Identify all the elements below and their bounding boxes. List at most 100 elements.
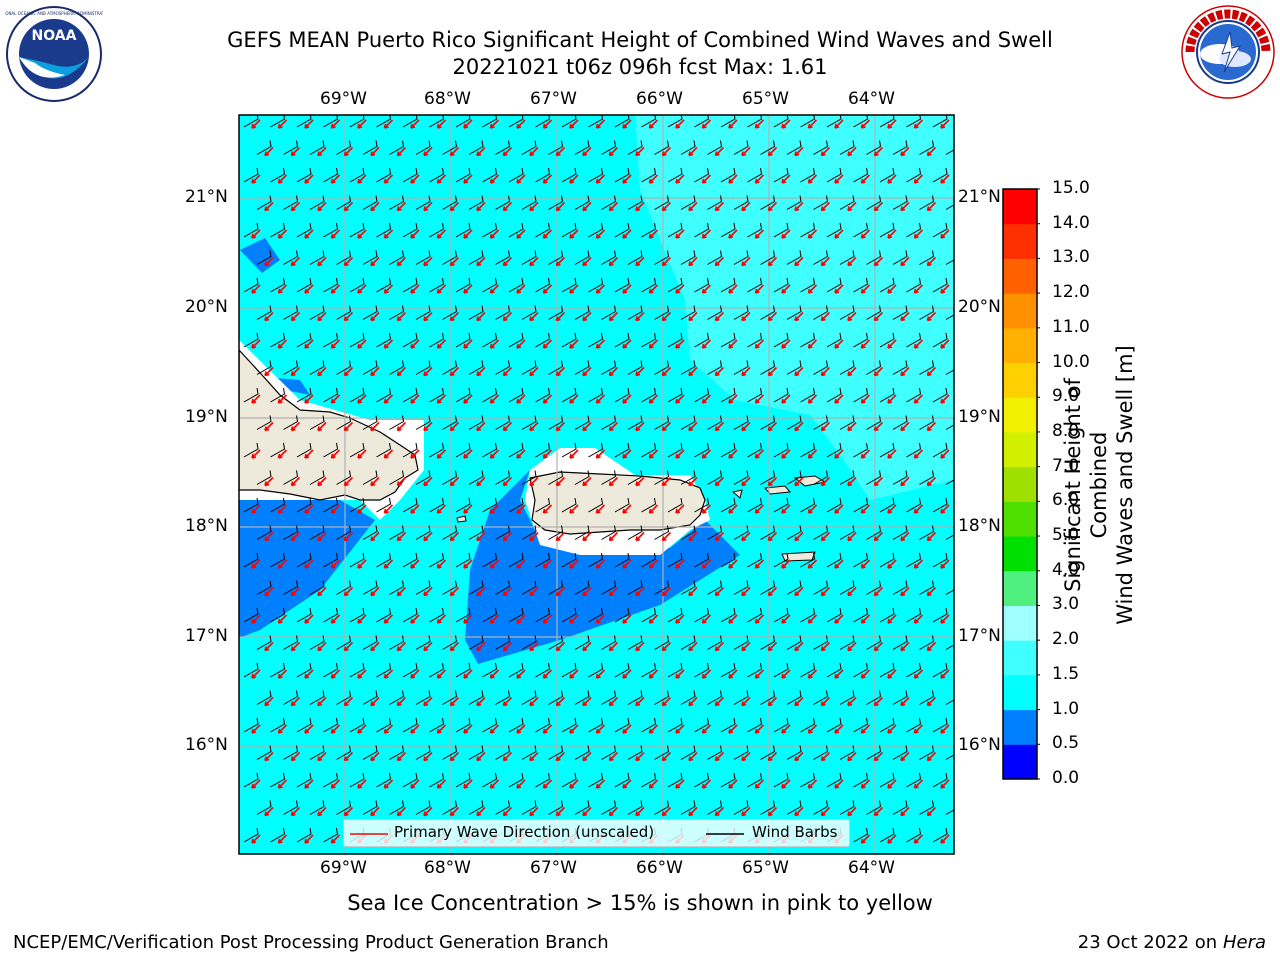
wave-direction-arrow (913, 394, 924, 404)
wind-barb (654, 305, 670, 320)
wind-barb (853, 387, 869, 403)
wind-barb (561, 167, 577, 183)
wave-direction-arrow (489, 614, 500, 624)
wind-barb (336, 800, 352, 815)
wind-barb (415, 360, 431, 375)
wind-barb (309, 525, 325, 540)
wave-direction-arrow (410, 284, 420, 294)
wave-direction-arrow (502, 201, 513, 212)
wind-barb (561, 717, 577, 733)
wave-direction-arrow (648, 669, 659, 679)
wave-direction-arrow (277, 229, 288, 239)
wave-direction-arrow (317, 421, 327, 432)
wave-direction-arrow (304, 559, 314, 569)
wind-barb (588, 772, 604, 788)
wind-barb (508, 387, 524, 403)
wave-direction-arrow (940, 229, 950, 239)
wave-direction-arrow (860, 834, 871, 844)
wind-barb (455, 497, 471, 513)
wind-barb (733, 690, 749, 705)
wave-direction-arrow (701, 339, 712, 349)
wind-barb (667, 772, 683, 788)
wave-direction-arrow (807, 394, 818, 404)
wave-direction-arrow (489, 669, 500, 679)
wind-barb (588, 497, 604, 513)
wave-direction-arrow (463, 394, 473, 404)
wind-barb (283, 470, 299, 485)
wind-barb (415, 745, 431, 760)
wind-barb (548, 360, 564, 375)
wave-direction-arrow (555, 751, 566, 762)
wave-direction-arrow (330, 174, 341, 184)
wind-barb (415, 195, 431, 210)
colorbar-tick-label: 6.0 (1052, 490, 1080, 511)
wave-direction-arrow (926, 586, 937, 597)
wave-direction-arrow (675, 174, 685, 184)
wind-barb (521, 690, 537, 705)
wind-barb (773, 222, 789, 238)
wave-direction-arrow (807, 174, 818, 184)
wind-barb (336, 635, 352, 650)
wind-barb (694, 442, 710, 458)
wind-barb (853, 115, 869, 128)
wind-barb (283, 580, 299, 595)
wave-direction-arrow (940, 779, 950, 789)
wind-barb (588, 387, 604, 403)
wind-barb (667, 552, 683, 568)
wind-barb (800, 277, 816, 293)
lon-label-top-65w: 65°W (742, 89, 789, 109)
wave-direction-arrow (463, 339, 473, 349)
wave-direction-arrow (847, 146, 857, 157)
wave-direction-arrow (807, 119, 818, 129)
wave-direction-arrow (714, 586, 725, 597)
wave-direction-arrow (754, 614, 765, 624)
wave-direction-legend-label: Primary Wave Direction (unscaled) (394, 823, 655, 841)
colorbar-tick-label: 8.0 (1052, 420, 1080, 441)
wave-direction-arrow (675, 504, 685, 514)
wind-barb (720, 552, 736, 568)
wind-barb (601, 690, 617, 705)
wave-direction-arrow (582, 586, 592, 597)
wave-direction-arrow (529, 696, 539, 707)
wind-barb (415, 250, 431, 265)
wind-barb (376, 442, 392, 458)
wave-direction-arrow (968, 450, 976, 458)
wind-barb (641, 115, 657, 128)
wave-direction-arrow (463, 174, 473, 184)
wind-barb (760, 745, 776, 760)
wave-direction-arrow (661, 201, 672, 212)
wave-direction-arrow (555, 476, 566, 487)
wave-direction-arrow (807, 339, 818, 349)
wave-direction-legend-line (350, 833, 388, 835)
colorbar-swatch (1003, 258, 1037, 294)
wave-direction-arrow (820, 696, 831, 707)
wind-barb (429, 552, 445, 568)
wave-direction-arrow (502, 421, 513, 432)
wind-barb (495, 140, 511, 155)
wind-barb (773, 772, 789, 788)
wind-barb (521, 800, 537, 815)
wind-barb (402, 607, 418, 623)
wind-barb (680, 415, 696, 430)
wind-barb (654, 140, 670, 155)
wind-barb (960, 168, 974, 182)
wind-barb (892, 250, 908, 265)
wave-direction-arrow (648, 449, 659, 459)
wave-direction-arrow (900, 146, 910, 157)
wave-direction-arrow (767, 311, 778, 322)
wind-barb (960, 113, 974, 127)
wind-barb (919, 690, 935, 705)
wind-barb (376, 662, 392, 678)
wave-direction-arrow (648, 779, 659, 789)
wind-barb (960, 773, 974, 787)
wave-direction-arrow (595, 779, 606, 789)
wave-direction-arrow (489, 779, 500, 789)
wave-direction-arrow (820, 586, 831, 597)
wave-direction-arrow (714, 256, 725, 267)
wave-direction-arrow (423, 146, 433, 157)
wind-barb (535, 222, 551, 238)
wind-barb (362, 690, 378, 705)
wave-direction-arrow (781, 669, 791, 679)
wave-direction-arrow (569, 449, 579, 459)
wind-barb (879, 552, 895, 568)
